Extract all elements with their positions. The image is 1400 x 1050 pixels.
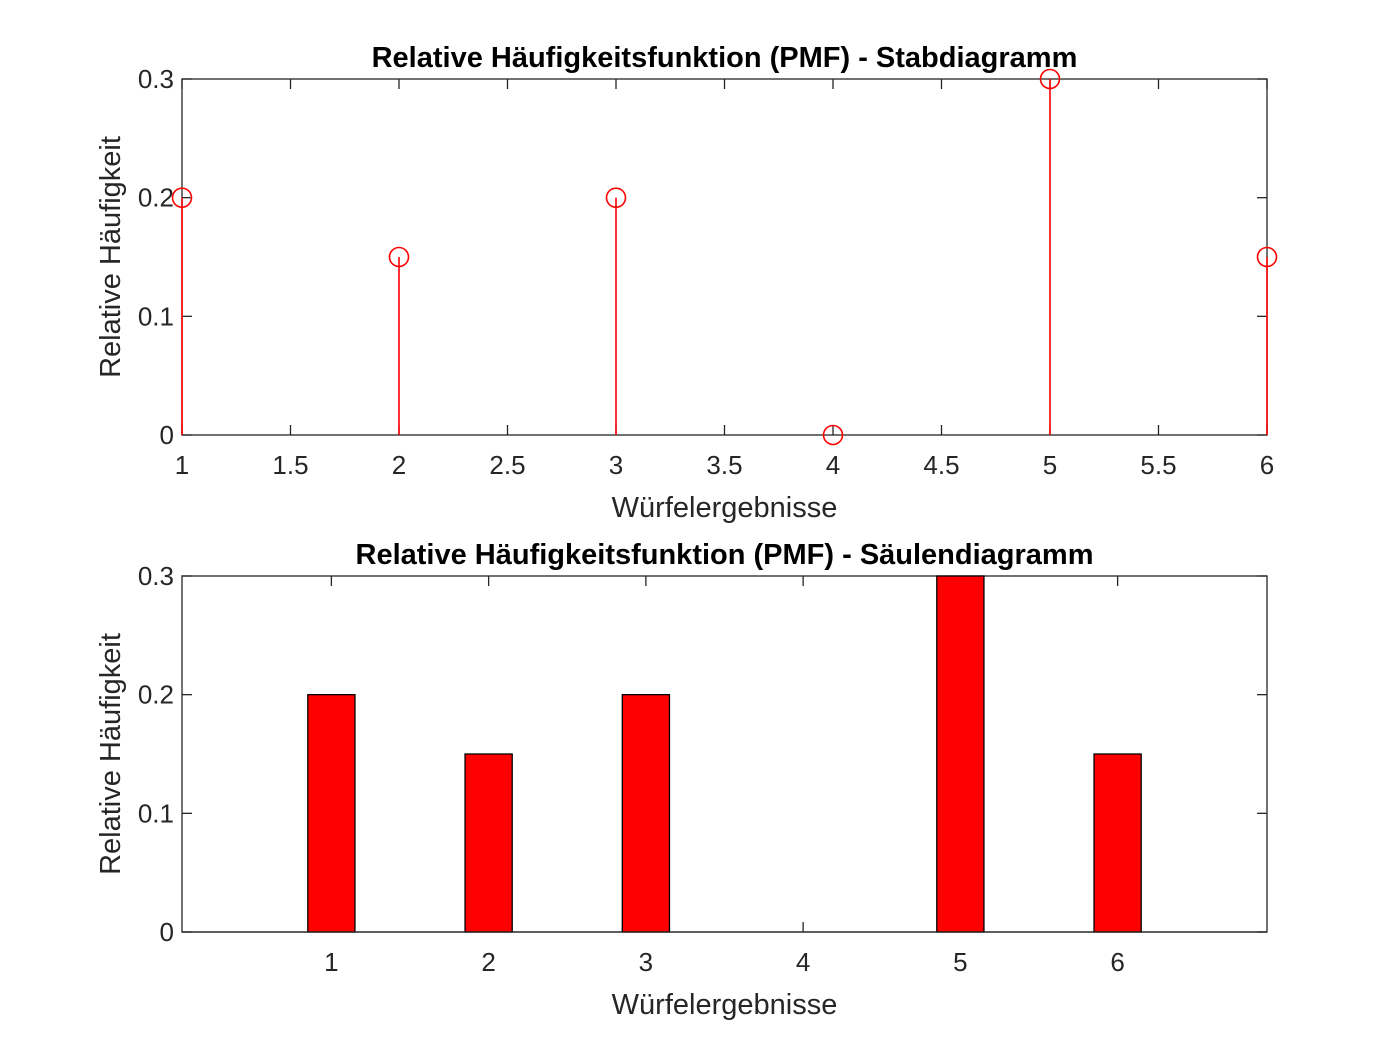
x-tick-label: 4 bbox=[826, 450, 840, 480]
bar-2 bbox=[464, 753, 513, 933]
axes-box bbox=[181, 78, 1268, 436]
bar-3 bbox=[621, 694, 671, 933]
y-tick-label: 0.2 bbox=[138, 183, 174, 213]
x-tick-label: 5.5 bbox=[1140, 450, 1176, 480]
y-axis-label: Relative Häufigkeit bbox=[95, 633, 127, 875]
x-tick-label: 2.5 bbox=[489, 450, 525, 480]
chart-title: Relative Häufigkeitsfunktion (PMF) - Sta… bbox=[372, 42, 1078, 74]
x-tick-label: 1 bbox=[175, 450, 189, 480]
x-tick-label: 3 bbox=[609, 450, 623, 480]
stem-marker-2 bbox=[388, 246, 410, 268]
stem-marker-4 bbox=[822, 424, 844, 446]
x-axis-label: Würfelergebnisse bbox=[612, 492, 838, 524]
x-tick-label: 4 bbox=[796, 947, 810, 977]
x-axis-label: Würfelergebnisse bbox=[612, 989, 838, 1021]
x-tick-label: 5 bbox=[1043, 450, 1057, 480]
x-tick-label: 3 bbox=[639, 947, 653, 977]
y-tick-label: 0.1 bbox=[138, 301, 174, 331]
x-tick-label: 2 bbox=[392, 450, 406, 480]
y-tick-label: 0.2 bbox=[138, 680, 174, 710]
x-tick-label: 2 bbox=[481, 947, 495, 977]
stem-marker-3 bbox=[605, 187, 627, 208]
bar-series bbox=[307, 575, 1142, 933]
stem-marker-1 bbox=[171, 187, 193, 208]
y-tick-label: 0.1 bbox=[138, 798, 174, 828]
stem-series bbox=[171, 68, 1278, 446]
y-tick-label: 0 bbox=[160, 420, 174, 450]
bar-1 bbox=[307, 694, 356, 933]
y-tick-label: 0.3 bbox=[138, 561, 174, 591]
x-tick-label: 1.5 bbox=[272, 450, 308, 480]
stem-marker-5 bbox=[1039, 68, 1061, 90]
chart-title: Relative Häufigkeitsfunktion (PMF) - Säu… bbox=[356, 539, 1094, 571]
bar-6 bbox=[1093, 753, 1142, 933]
y-tick-label: 0 bbox=[160, 917, 174, 947]
stem-marker-6 bbox=[1256, 246, 1278, 268]
x-tick-label: 6 bbox=[1260, 450, 1274, 480]
x-tick-label: 1 bbox=[324, 947, 338, 977]
bar-5 bbox=[936, 575, 985, 933]
x-tick-label: 6 bbox=[1110, 947, 1124, 977]
y-axis-label: Relative Häufigkeit bbox=[95, 136, 127, 378]
x-tick-label: 4.5 bbox=[923, 450, 959, 480]
stem-plot-panel: 1 1.5 2 2.5 3 3.5 4 4.5 5 5.5 6 0 0.1 0.2 0.3 Relative … bbox=[95, 42, 1278, 524]
bar-plot-panel: 1 2 3 4 5 6 0 0.1 0.2 0.3 Relative Häufigkeitsfunk… bbox=[95, 539, 1268, 1021]
y-tick-label: 0.3 bbox=[138, 64, 174, 94]
x-tick-label: 3.5 bbox=[706, 450, 742, 480]
x-tick-label: 5 bbox=[953, 947, 967, 977]
